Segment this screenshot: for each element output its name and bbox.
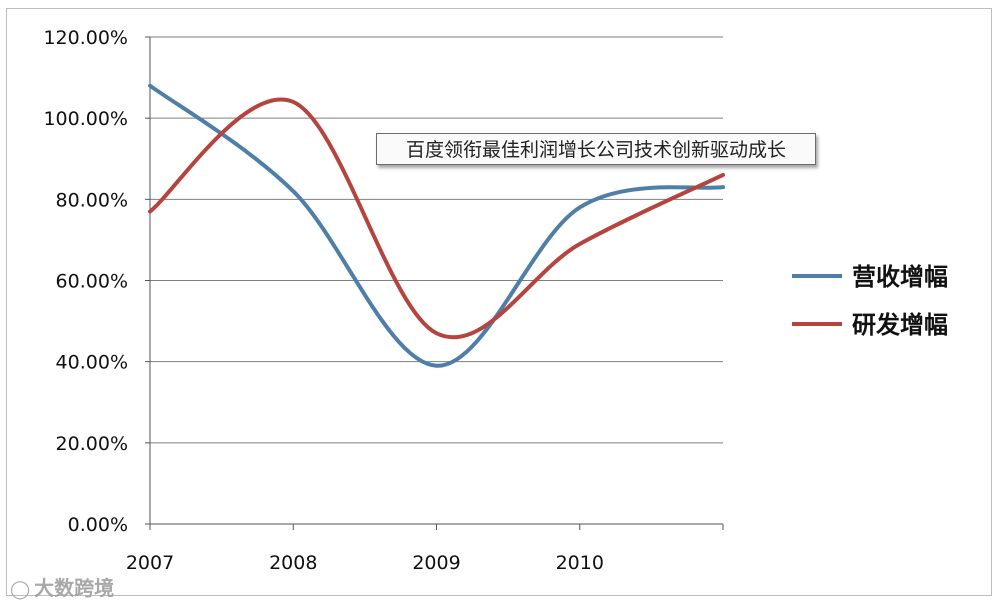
watermark-text: 大数跨境 bbox=[34, 576, 115, 600]
y-tick-label: 80.00% bbox=[56, 189, 128, 211]
chart-frame bbox=[6, 8, 992, 596]
watermark: ◯ 大数跨境 bbox=[10, 572, 114, 601]
chat-bubble-icon: ◯ bbox=[10, 579, 31, 600]
legend-label: 研发增幅 bbox=[852, 311, 948, 339]
y-tick-label: 60.00% bbox=[56, 271, 128, 293]
x-tick-label: 2007 bbox=[126, 552, 174, 574]
series-line-2 bbox=[148, 97, 725, 340]
gridlines bbox=[150, 36, 723, 444]
y-tick-label: 100.00% bbox=[43, 108, 128, 130]
y-tick-labels: 0.00% 20.00% 40.00% 60.00% 80.00% 100.00% 120.… bbox=[43, 27, 128, 536]
y-tick-label: 40.00% bbox=[56, 352, 128, 374]
chart-annotation: 百度领衔最佳利润增长公司技术创新驱动成长 bbox=[376, 133, 816, 165]
y-tick-label: 120.00% bbox=[43, 27, 128, 49]
series-line-1 bbox=[148, 83, 725, 368]
series-lines bbox=[148, 83, 725, 368]
y-tick-label: 0.00% bbox=[68, 514, 128, 536]
legend-label: 营收增幅 bbox=[852, 263, 948, 291]
x-tick-label: 2008 bbox=[269, 552, 317, 574]
y-tick-label: 20.00% bbox=[56, 433, 128, 455]
axes bbox=[145, 36, 724, 530]
x-tick-label: 2009 bbox=[412, 552, 460, 574]
x-tick-label: 2010 bbox=[556, 552, 604, 574]
x-tick-labels: 2007 2008 2009 2010 bbox=[126, 552, 604, 574]
